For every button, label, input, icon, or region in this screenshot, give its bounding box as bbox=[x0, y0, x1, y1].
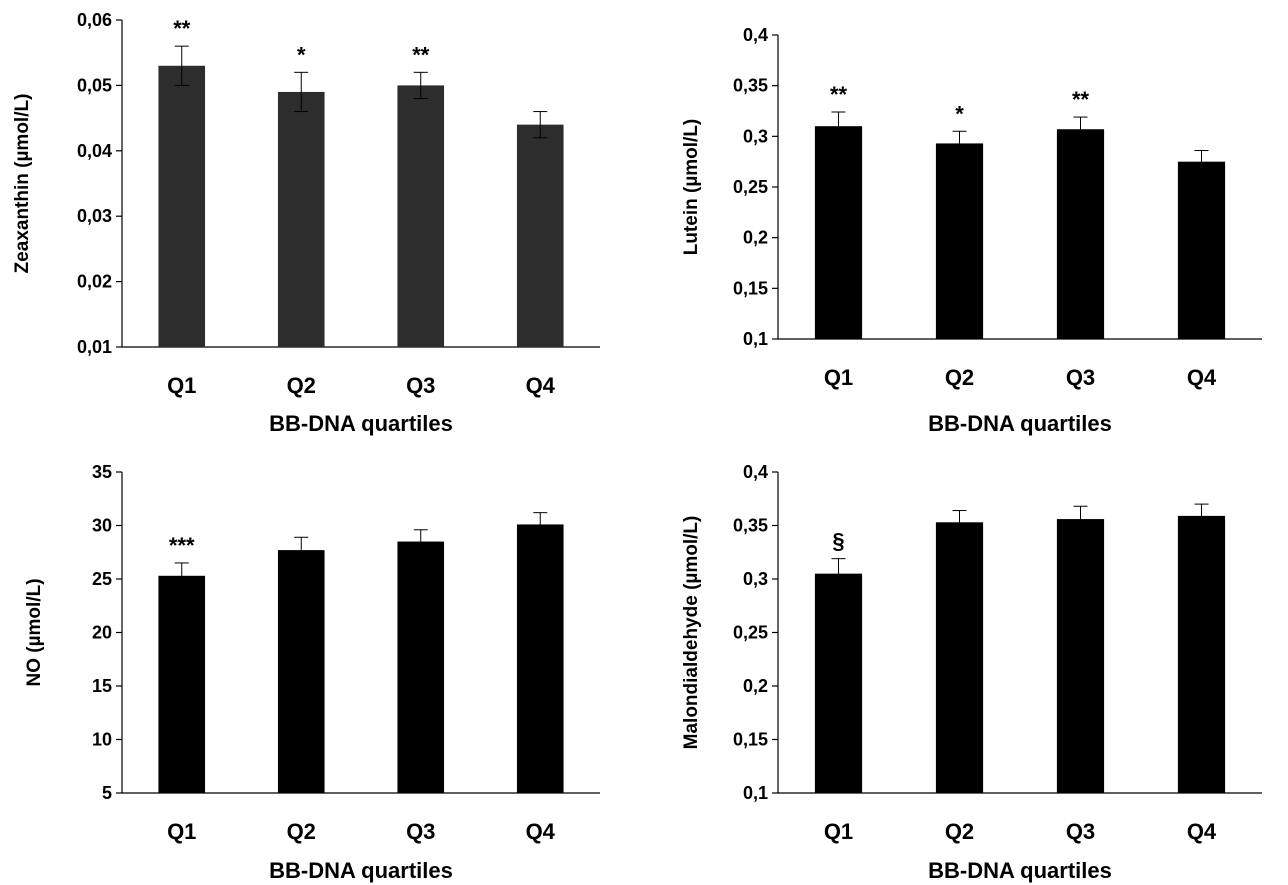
chart-3-bar-q3 bbox=[397, 541, 445, 793]
chart-1-error-bar-q3 bbox=[413, 71, 428, 99]
chart-4-bar-q1 bbox=[814, 573, 863, 793]
chart-1-bar-q3 bbox=[397, 85, 445, 348]
chart-2-error-bar-q4 bbox=[1194, 150, 1209, 174]
chart-1-significance-marker: * bbox=[297, 42, 306, 67]
chart-4-error-bar-q1 bbox=[831, 558, 846, 590]
chart-1-significance-marker: ** bbox=[173, 16, 191, 41]
chart-1-x-title: BB-DNA quartiles bbox=[269, 411, 453, 436]
chart-2-y-title: Lutein (µmol/L) bbox=[681, 119, 702, 256]
chart-2-y-tick-label: 0,3 bbox=[743, 126, 768, 146]
chart-2-significance-marker: ** bbox=[1072, 87, 1090, 112]
chart-1: 0,01 0,02 0,03 0,04 0,05 0,06 Q1 ** Q2 * Q3 ** Q4 BB-… bbox=[12, 10, 600, 436]
chart-1-bar-q1 bbox=[158, 65, 206, 347]
chart-4-error-bar-q4 bbox=[1194, 503, 1209, 529]
chart-2-category-label: Q3 bbox=[1066, 365, 1095, 390]
chart-4-significance-marker: § bbox=[832, 529, 844, 554]
chart-2-y-tick-label: 0,1 bbox=[743, 329, 768, 349]
chart-4-x-title: BB-DNA quartiles bbox=[928, 858, 1112, 883]
chart-4-y-tick-label: 0,1 bbox=[743, 783, 768, 803]
chart-1-error-bar-q4 bbox=[533, 111, 548, 139]
chart-3-error-bar-q2 bbox=[294, 536, 309, 564]
chart-3-y-tick-label: 20 bbox=[92, 623, 112, 643]
chart-4: 0,1 0,15 0,2 0,25 0,3 0,35 0,4 Q1 § Q2 Q3 Q4 BB-DNA … bbox=[681, 462, 1262, 883]
chart-3: 5 10 15 20 25 30 35 Q1 *** Q2 Q3 Q4 BB-DNA quartiles… bbox=[24, 462, 600, 883]
chart-1-y-title: Zeaxanthin (µmol/L) bbox=[12, 94, 33, 274]
chart-4-error-bar-q3 bbox=[1073, 505, 1088, 533]
chart-4-y-tick-label: 0,35 bbox=[733, 516, 768, 536]
chart-3-bar-q1 bbox=[158, 575, 206, 793]
chart-3-y-tick-label: 10 bbox=[92, 730, 112, 750]
chart-4-category-label: Q4 bbox=[1187, 819, 1217, 844]
chart-4-bar-q2 bbox=[935, 522, 984, 793]
chart-1-y-tick-label: 0,01 bbox=[77, 337, 112, 357]
chart-3-bar-q4 bbox=[516, 524, 564, 793]
chart-3-y-tick-label: 15 bbox=[92, 676, 112, 696]
chart-1-bar-q4 bbox=[516, 124, 564, 347]
chart-1-category-label: Q3 bbox=[406, 373, 435, 398]
chart-4-y-tick-label: 0,15 bbox=[733, 730, 768, 750]
chart-2-category-label: Q1 bbox=[824, 365, 853, 390]
chart-1-significance-marker: ** bbox=[412, 42, 430, 67]
chart-2-bar-q1 bbox=[814, 126, 863, 339]
chart-2-error-bar-q3 bbox=[1073, 116, 1088, 142]
chart-1-y-tick-label: 0,03 bbox=[77, 206, 112, 226]
chart-4-y-tick-label: 0,4 bbox=[743, 462, 768, 482]
chart-1-y-tick-label: 0,02 bbox=[77, 272, 112, 292]
chart-4-bar-q3 bbox=[1056, 519, 1105, 793]
chart-2-category-label: Q2 bbox=[945, 365, 974, 390]
chart-3-category-label: Q4 bbox=[526, 819, 556, 844]
chart-1-y-tick-label: 0,05 bbox=[77, 75, 112, 95]
chart-2-y-tick-label: 0,15 bbox=[733, 278, 768, 298]
chart-1-y-tick-label: 0,04 bbox=[77, 141, 112, 161]
chart-3-y-tick-label: 25 bbox=[92, 569, 112, 589]
chart-4-category-label: Q1 bbox=[824, 819, 853, 844]
chart-4-bar-q4 bbox=[1177, 515, 1226, 793]
chart-1-error-bar-q2 bbox=[294, 71, 309, 113]
chart-2-category-label: Q4 bbox=[1187, 365, 1217, 390]
chart-4-y-title: Malondialdehyde (µmol/L) bbox=[681, 516, 702, 750]
chart-1-category-label: Q4 bbox=[526, 373, 556, 398]
chart-2-bar-q4 bbox=[1177, 161, 1226, 339]
chart-2-significance-marker: ** bbox=[830, 82, 848, 107]
chart-1-y-tick-label: 0,06 bbox=[77, 10, 112, 30]
chart-4-y-tick-label: 0,25 bbox=[733, 623, 768, 643]
chart-3-y-title: NO (µmol/L) bbox=[24, 578, 45, 686]
chart-3-y-tick-label: 5 bbox=[102, 783, 112, 803]
chart-2-y-tick-label: 0,4 bbox=[743, 25, 768, 45]
chart-3-error-bar-q3 bbox=[413, 529, 428, 554]
chart-4-error-bar-q2 bbox=[952, 510, 967, 535]
chart-3-error-bar-q4 bbox=[533, 512, 548, 537]
chart-2-y-tick-label: 0,35 bbox=[733, 76, 768, 96]
chart-2-y-tick-label: 0,2 bbox=[743, 228, 768, 248]
chart-4-category-label: Q2 bbox=[945, 819, 974, 844]
chart-2-significance-marker: * bbox=[955, 101, 964, 126]
chart-2-bar-q3 bbox=[1056, 129, 1105, 339]
chart-3-error-bar-q1 bbox=[174, 562, 189, 590]
chart-3-bar-q2 bbox=[277, 550, 325, 793]
chart-3-category-label: Q2 bbox=[287, 819, 316, 844]
chart-2-error-bar-q1 bbox=[831, 111, 846, 141]
chart-2: 0,1 0,15 0,2 0,25 0,3 0,35 0,4 Q1 ** Q2 * Q3 ** Q4 BB-… bbox=[681, 25, 1262, 436]
chart-3-category-label: Q3 bbox=[406, 819, 435, 844]
chart-4-y-tick-label: 0,2 bbox=[743, 676, 768, 696]
chart-2-error-bar-q2 bbox=[952, 130, 967, 157]
chart-3-y-tick-label: 35 bbox=[92, 462, 112, 482]
chart-2-bar-q2 bbox=[935, 143, 984, 339]
chart-1-bar-q2 bbox=[277, 91, 325, 347]
chart-2-y-tick-label: 0,25 bbox=[733, 177, 768, 197]
chart-1-category-label: Q2 bbox=[287, 373, 316, 398]
chart-3-significance-marker: *** bbox=[169, 533, 195, 558]
chart-3-category-label: Q1 bbox=[167, 819, 196, 844]
chart-2-x-title: BB-DNA quartiles bbox=[928, 411, 1112, 436]
chart-4-y-tick-label: 0,3 bbox=[743, 569, 768, 589]
chart-1-category-label: Q1 bbox=[167, 373, 196, 398]
chart-4-category-label: Q3 bbox=[1066, 819, 1095, 844]
chart-1-error-bar-q1 bbox=[174, 45, 189, 86]
chart-3-x-title: BB-DNA quartiles bbox=[269, 858, 453, 883]
chart-3-y-tick-label: 30 bbox=[92, 516, 112, 536]
